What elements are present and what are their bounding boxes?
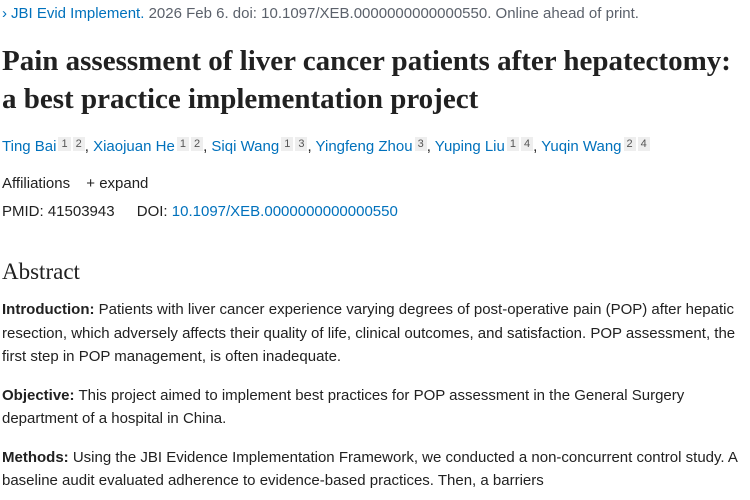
affiliation-number[interactable]: 2	[190, 137, 204, 151]
author: Yingfeng Zhou 3,	[315, 137, 435, 155]
doi-label: DOI:	[136, 203, 168, 220]
author-link[interactable]: Siqi Wang	[211, 138, 280, 155]
affiliation-number[interactable]: 4	[637, 137, 650, 151]
doi-link[interactable]: 10.1097/XEB.0000000000000550	[171, 203, 398, 220]
affiliations: Affiliations + expand	[2, 174, 750, 194]
affiliations-label: Affiliations	[2, 175, 71, 192]
affiliation-number[interactable]: 3	[295, 137, 308, 151]
author: Yuping Liu 1 4,	[434, 137, 542, 155]
pmid-label: PMID:	[2, 203, 44, 220]
abstract-introduction: Introduction: Patients with liver cancer…	[2, 298, 750, 369]
identifiers: PMID: 41503943 DOI: 10.1097/XEB.00000000…	[2, 202, 750, 222]
affiliation-number[interactable]: 1	[506, 137, 519, 151]
section-text: Patients with liver cancer experience va…	[2, 301, 736, 365]
author-link[interactable]: Xiaojuan He	[93, 138, 175, 155]
affiliation-number[interactable]: 1	[176, 137, 189, 151]
author: Siqi Wang 1 3,	[211, 137, 316, 155]
section-label: Introduction:	[2, 301, 95, 318]
author: Xiaojuan He 1 2,	[93, 137, 212, 155]
citation-details: 2026 Feb 6. doi: 10.1097/XEB.00000000000…	[148, 5, 639, 22]
affiliation-number[interactable]: 1	[58, 137, 71, 151]
author-link[interactable]: Ting Bai	[2, 138, 57, 155]
abstract-objective: Objective: This project aimed to impleme…	[2, 384, 750, 431]
expand-affiliations-button[interactable]: + expand	[86, 175, 149, 192]
section-text: This project aimed to implement best pra…	[2, 386, 685, 428]
affiliation-number[interactable]: 4	[520, 137, 534, 151]
affiliation-number[interactable]: 1	[281, 137, 294, 151]
abstract-body: Introduction: Patients with liver cancer…	[2, 298, 750, 493]
article-title: Pain assessment of liver cancer patients…	[2, 45, 731, 115]
journal-link[interactable]: JBI Evid Implement.	[11, 5, 145, 22]
pmid-value: 41503943	[47, 203, 115, 220]
affiliation-number[interactable]: 2	[623, 137, 636, 151]
author-list: Ting Bai 1 2, Xiaojuan He 1 2, Siqi Wang 1 3, …	[2, 136, 750, 158]
author: Ting Bai 1 2,	[2, 137, 94, 155]
section-text: Using the JBI Evidence Implementation Fr…	[2, 448, 738, 490]
section-label: Objective:	[2, 386, 75, 404]
abstract-methods: Methods: Using the JBI Evidence Implemen…	[2, 446, 750, 493]
author-link[interactable]: Yuping Liu	[434, 138, 505, 155]
author-link[interactable]: Yuqin Wang	[541, 138, 622, 155]
affiliation-number[interactable]: 3	[414, 137, 427, 151]
affiliation-number[interactable]: 2	[72, 137, 85, 151]
author-link[interactable]: Yingfeng Zhou	[315, 138, 413, 155]
chevron-right-icon: ›	[2, 5, 7, 22]
section-label: Methods:	[2, 448, 69, 466]
author: Yuqin Wang 2 4	[541, 137, 650, 155]
citation: › JBI Evid Implement. 2026 Feb 6. doi: 10…	[2, 4, 750, 24]
abstract-heading: Abstract	[2, 259, 80, 284]
